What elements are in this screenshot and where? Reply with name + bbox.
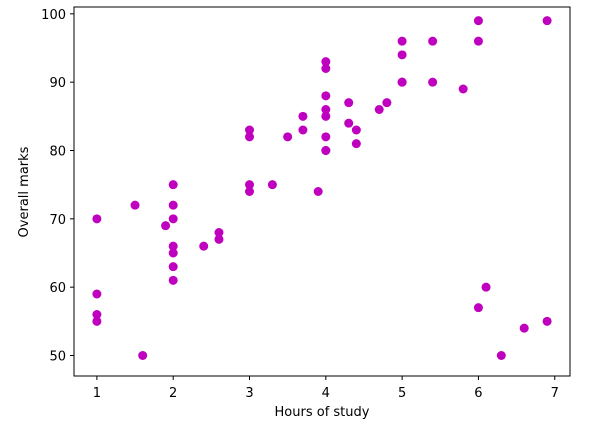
data-point xyxy=(351,139,361,149)
y-axis-ticks: 50 60 70 80 90 100 xyxy=(41,8,74,365)
data-point xyxy=(382,98,392,108)
data-point xyxy=(130,200,140,210)
data-point xyxy=(138,351,148,360)
data-point xyxy=(473,16,483,26)
axes-frame xyxy=(73,6,571,377)
data-point xyxy=(542,16,552,26)
data-point xyxy=(168,214,178,224)
x-tick-label: 6 xyxy=(474,386,482,401)
data-point xyxy=(428,77,438,87)
data-point xyxy=(351,125,361,135)
x-tick-label: 3 xyxy=(245,386,253,401)
data-point xyxy=(168,241,178,251)
data-point xyxy=(283,132,293,142)
data-point xyxy=(397,50,407,60)
y-tick-label: 50 xyxy=(49,350,66,365)
data-point xyxy=(168,275,178,285)
data-point xyxy=(496,351,506,360)
data-point xyxy=(321,132,331,142)
y-axis-label: Overall marks xyxy=(17,146,32,237)
x-tick-label: 7 xyxy=(551,386,559,401)
data-point xyxy=(321,91,331,101)
data-point xyxy=(245,180,255,190)
y-tick-label: 80 xyxy=(49,145,66,160)
x-axis-ticks: 1 2 3 4 5 6 7 xyxy=(93,376,559,401)
x-tick-label: 1 xyxy=(93,386,101,401)
y-tick-label: 100 xyxy=(41,8,66,23)
data-point xyxy=(374,105,384,114)
plot-area xyxy=(73,6,571,377)
data-point xyxy=(168,180,178,190)
data-point xyxy=(168,248,178,258)
data-point xyxy=(245,187,255,196)
data-point xyxy=(481,282,491,292)
data-point xyxy=(214,228,224,237)
data-point xyxy=(344,118,354,128)
y-tick-label: 90 xyxy=(49,76,66,91)
data-point xyxy=(199,241,209,251)
data-point xyxy=(397,36,407,46)
data-point xyxy=(92,316,102,326)
data-points xyxy=(92,16,552,360)
data-point xyxy=(298,111,308,121)
data-point xyxy=(473,303,483,313)
y-tick-label: 60 xyxy=(49,281,66,296)
data-point xyxy=(168,262,178,272)
data-point xyxy=(458,84,468,94)
data-point xyxy=(519,323,529,333)
data-point xyxy=(397,77,407,87)
data-point xyxy=(298,125,308,135)
data-point xyxy=(245,132,255,142)
data-point xyxy=(428,36,438,46)
data-point xyxy=(473,36,483,46)
data-point xyxy=(168,200,178,210)
data-point xyxy=(267,180,277,190)
data-point xyxy=(92,214,102,224)
data-point xyxy=(313,187,323,196)
data-point xyxy=(542,316,552,326)
data-point xyxy=(321,105,331,114)
data-point xyxy=(161,221,171,231)
data-point xyxy=(214,234,224,244)
x-axis-label: Hours of study xyxy=(275,405,370,420)
data-point xyxy=(321,111,331,121)
x-tick-label: 2 xyxy=(169,386,177,401)
x-tick-label: 5 xyxy=(398,386,406,401)
y-tick-label: 70 xyxy=(49,213,66,228)
data-point xyxy=(344,98,354,108)
data-point xyxy=(321,57,331,67)
data-point xyxy=(321,146,331,155)
x-tick-label: 4 xyxy=(322,386,330,401)
data-point xyxy=(321,64,331,73)
data-point xyxy=(92,289,102,299)
data-point xyxy=(92,310,102,319)
data-point xyxy=(245,125,255,135)
